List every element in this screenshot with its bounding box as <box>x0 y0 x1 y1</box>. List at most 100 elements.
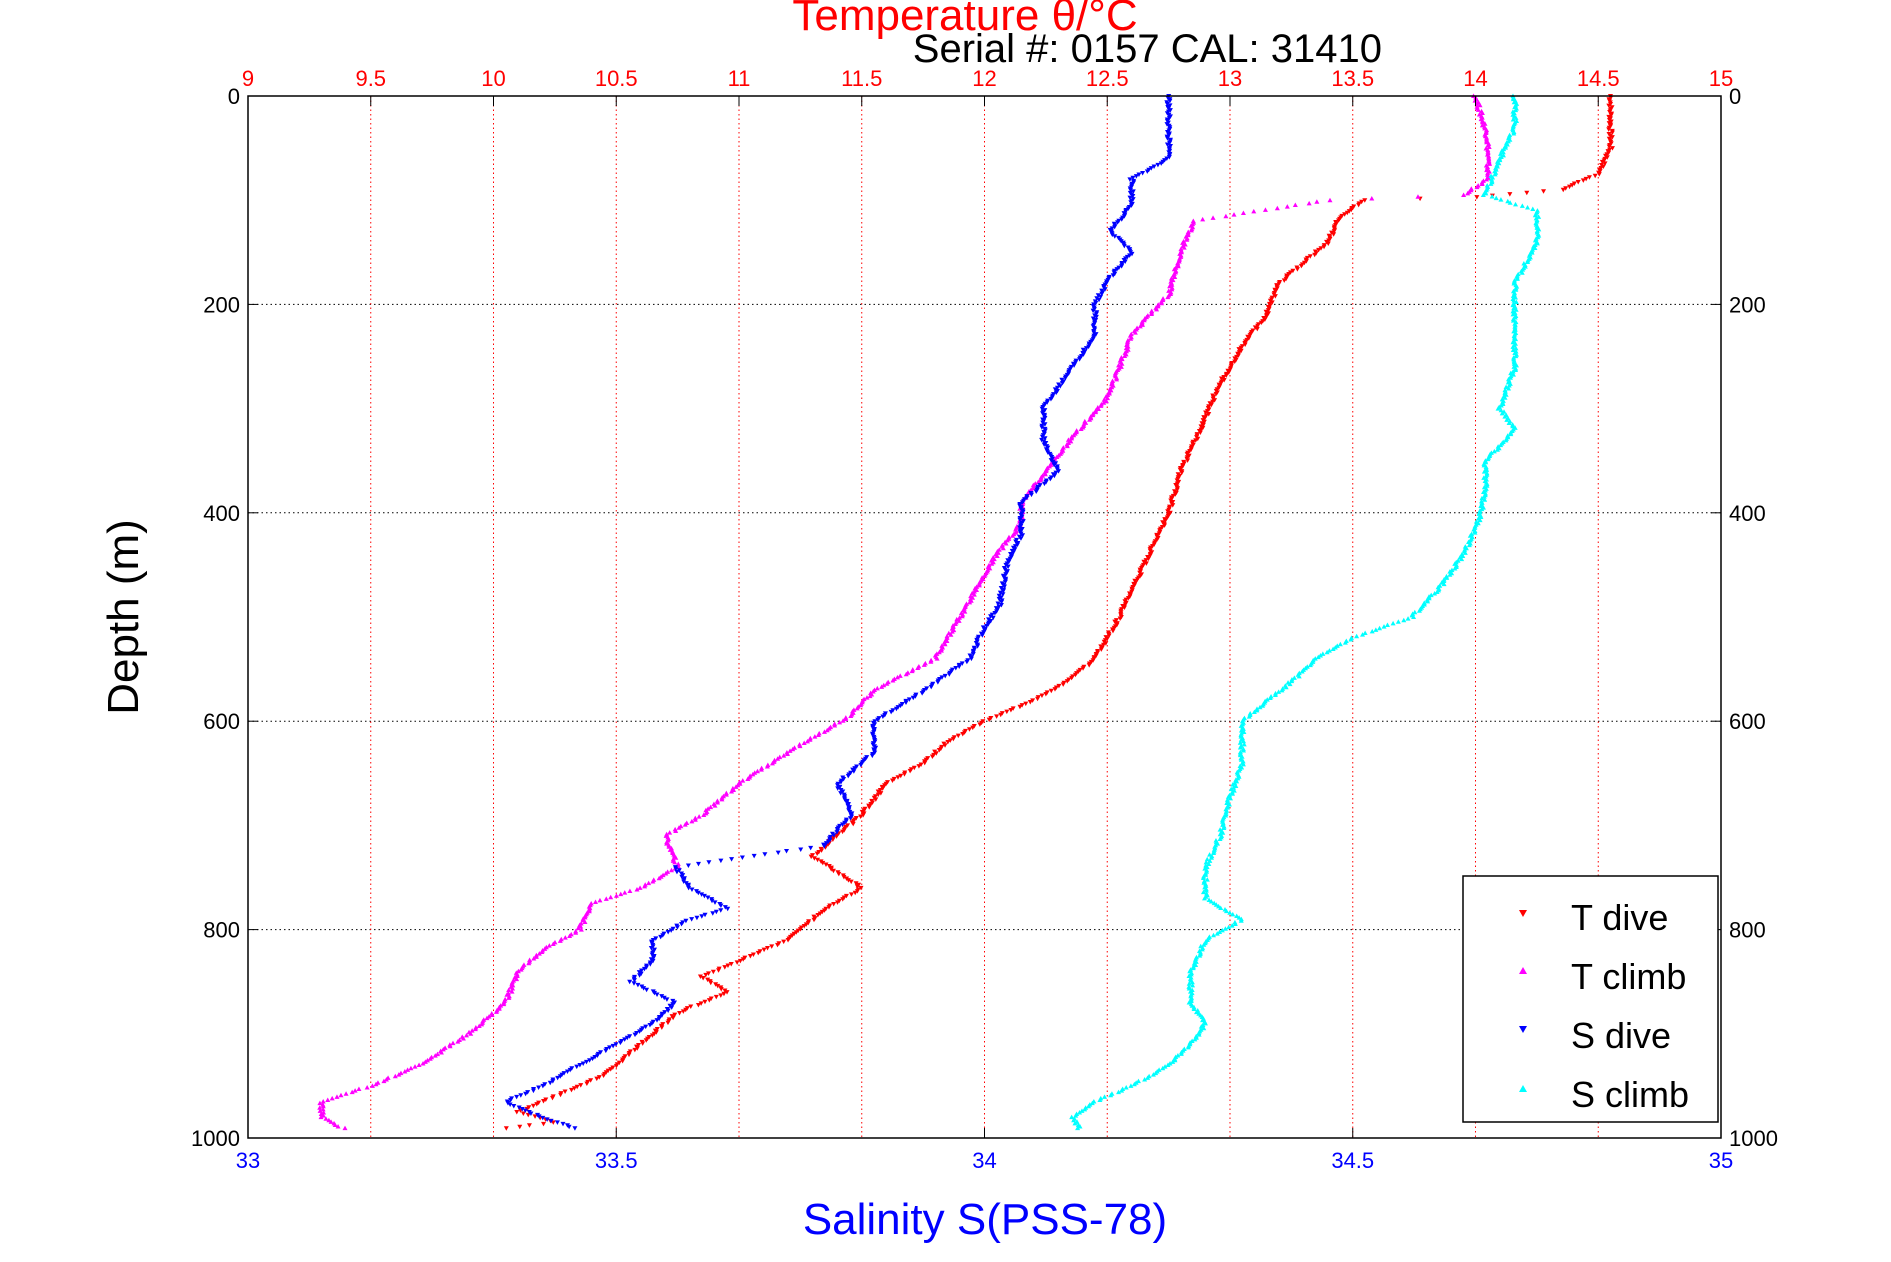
data-point <box>557 938 563 943</box>
data-point <box>1048 396 1054 402</box>
data-point <box>1384 622 1390 628</box>
data-point <box>1395 619 1401 624</box>
data-point <box>627 979 633 985</box>
data-point <box>550 941 556 947</box>
data-point <box>637 885 643 890</box>
data-point <box>823 841 829 846</box>
data-point <box>546 943 552 948</box>
data-point <box>907 768 913 774</box>
data-point <box>1145 1075 1151 1080</box>
data-point <box>764 764 770 769</box>
data-point <box>798 847 804 852</box>
series-s-climb <box>1069 93 1542 1131</box>
data-point <box>903 700 909 705</box>
data-point <box>539 949 545 955</box>
data-point <box>1039 406 1045 412</box>
data-point <box>649 1033 655 1038</box>
data-point <box>1600 164 1606 169</box>
data-point <box>321 1109 327 1115</box>
data-point <box>889 778 895 784</box>
data-point <box>1172 1057 1178 1063</box>
data-point <box>1513 367 1519 373</box>
data-point <box>737 958 743 964</box>
data-point <box>681 879 687 885</box>
data-point <box>815 857 821 863</box>
data-point <box>1337 641 1343 647</box>
data-point <box>1511 305 1517 311</box>
data-point <box>558 1092 564 1098</box>
data-point <box>320 1099 326 1104</box>
data-point <box>1494 447 1500 452</box>
data-point <box>814 851 820 857</box>
data-point <box>1165 509 1171 514</box>
legend-marker-s-dive <box>1519 1026 1527 1033</box>
data-point <box>335 1124 341 1129</box>
data-point <box>841 777 847 782</box>
data-point <box>1089 1100 1095 1106</box>
data-point <box>658 934 664 940</box>
data-point <box>751 853 757 859</box>
data-point <box>1478 514 1484 519</box>
data-point <box>701 812 707 817</box>
data-point <box>1312 252 1318 258</box>
data-point <box>1296 673 1302 679</box>
data-point <box>1196 1032 1202 1037</box>
data-point <box>622 1037 628 1042</box>
data-point <box>566 1124 572 1130</box>
data-point <box>1143 561 1149 566</box>
data-point <box>1117 616 1123 622</box>
legend-marker-t-climb <box>1519 967 1527 974</box>
data-point <box>613 893 619 898</box>
data-point <box>1079 1108 1085 1113</box>
data-point <box>1130 189 1136 194</box>
data-point <box>673 855 679 860</box>
data-point <box>640 1041 646 1046</box>
data-point <box>1170 503 1176 508</box>
data-point <box>808 845 814 851</box>
data-point <box>1290 268 1296 274</box>
data-point <box>1201 1025 1207 1031</box>
data-point <box>506 995 512 1000</box>
data-point <box>812 734 818 739</box>
data-point <box>654 1018 660 1023</box>
data-point <box>955 733 961 739</box>
data-point <box>464 1032 470 1038</box>
data-point <box>1204 877 1210 882</box>
data-point <box>674 869 680 875</box>
data-point <box>843 716 849 722</box>
data-point <box>1234 913 1240 918</box>
data-point <box>787 748 793 753</box>
data-point <box>769 944 775 949</box>
data-point <box>1258 320 1264 326</box>
data-point <box>1121 605 1127 611</box>
data-point <box>878 791 884 796</box>
data-point <box>405 1067 411 1072</box>
data-point <box>1514 276 1520 281</box>
data-point <box>1510 311 1516 317</box>
data-point <box>740 778 746 783</box>
data-point <box>342 1125 348 1131</box>
data-point <box>1101 397 1107 402</box>
data-point <box>1166 154 1172 160</box>
data-point <box>1069 1114 1075 1120</box>
data-point <box>703 972 709 978</box>
data-point <box>1513 115 1519 120</box>
data-point <box>1415 194 1421 199</box>
data-point <box>1217 836 1223 841</box>
data-point <box>1208 855 1214 860</box>
data-point <box>793 930 799 935</box>
data-point <box>952 621 958 626</box>
data-point <box>1229 923 1235 928</box>
bottom-tick-label: 34 <box>972 1148 996 1173</box>
data-point <box>1137 323 1143 329</box>
data-point <box>1241 748 1247 753</box>
data-point <box>1475 107 1481 112</box>
data-point <box>721 991 727 997</box>
data-point <box>998 712 1004 718</box>
data-point <box>695 861 701 867</box>
data-point <box>854 705 860 711</box>
data-point <box>601 1073 607 1078</box>
data-point <box>924 686 930 691</box>
data-point <box>641 966 647 972</box>
data-point <box>1130 175 1136 181</box>
